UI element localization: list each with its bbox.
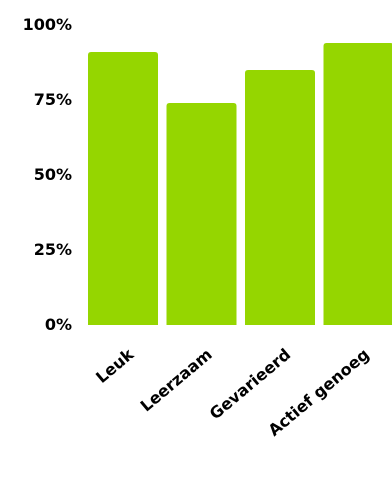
- y-tick-label: 100%: [23, 15, 72, 34]
- bar-leuk: [88, 52, 158, 325]
- y-axis: 0% 25% 50% 75% 100%: [23, 15, 72, 334]
- x-tick-label: Leerzaam: [137, 345, 216, 416]
- bar-actief-genoeg: [323, 43, 392, 325]
- x-tick-label: Leuk: [92, 344, 137, 386]
- y-tick-label: 50%: [34, 165, 72, 184]
- y-tick-label: 75%: [34, 90, 72, 109]
- y-tick-label: 25%: [34, 240, 72, 259]
- y-tick-label: 0%: [45, 315, 72, 334]
- bar-gevarieerd: [245, 70, 315, 325]
- bars: [88, 43, 392, 325]
- bar-leerzaam: [166, 103, 237, 325]
